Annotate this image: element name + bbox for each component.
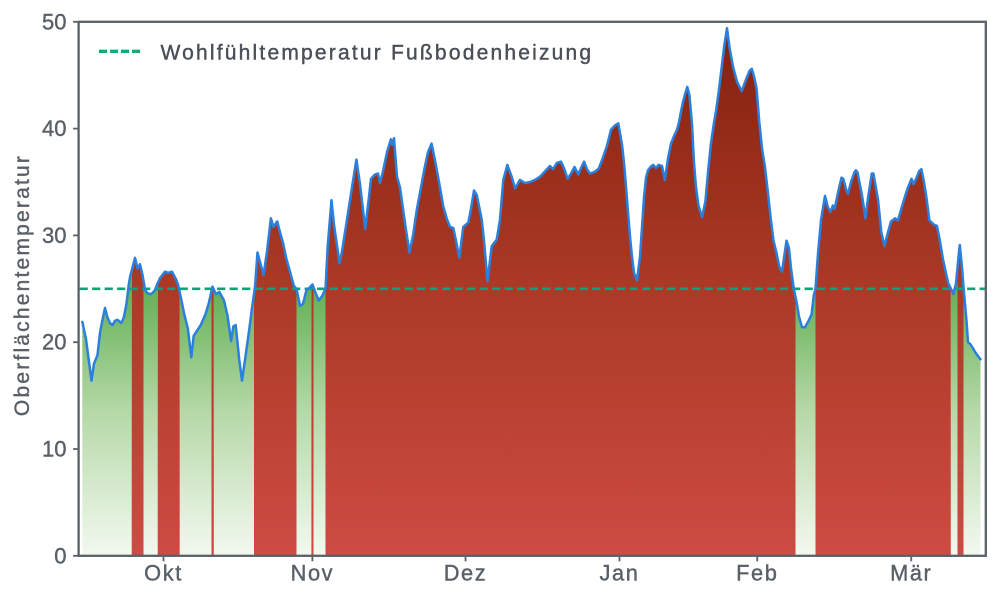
svg-text:Nov: Nov xyxy=(291,561,335,586)
svg-text:40: 40 xyxy=(42,116,66,141)
svg-text:Oberflächentemperatur: Oberflächentemperatur xyxy=(11,154,34,416)
svg-text:Mär: Mär xyxy=(890,561,932,586)
svg-text:0: 0 xyxy=(54,543,66,568)
svg-text:20: 20 xyxy=(42,330,66,355)
svg-text:Jan: Jan xyxy=(600,561,640,586)
svg-text:30: 30 xyxy=(42,223,66,248)
svg-text:10: 10 xyxy=(42,437,66,462)
svg-text:Feb: Feb xyxy=(736,561,778,586)
svg-text:50: 50 xyxy=(42,9,66,34)
svg-text:Dez: Dez xyxy=(444,561,488,586)
svg-text:Okt: Okt xyxy=(144,561,183,586)
svg-text:Wohlfühltemperatur Fußbodenhei: Wohlfühltemperatur Fußbodenheizung xyxy=(161,41,594,64)
